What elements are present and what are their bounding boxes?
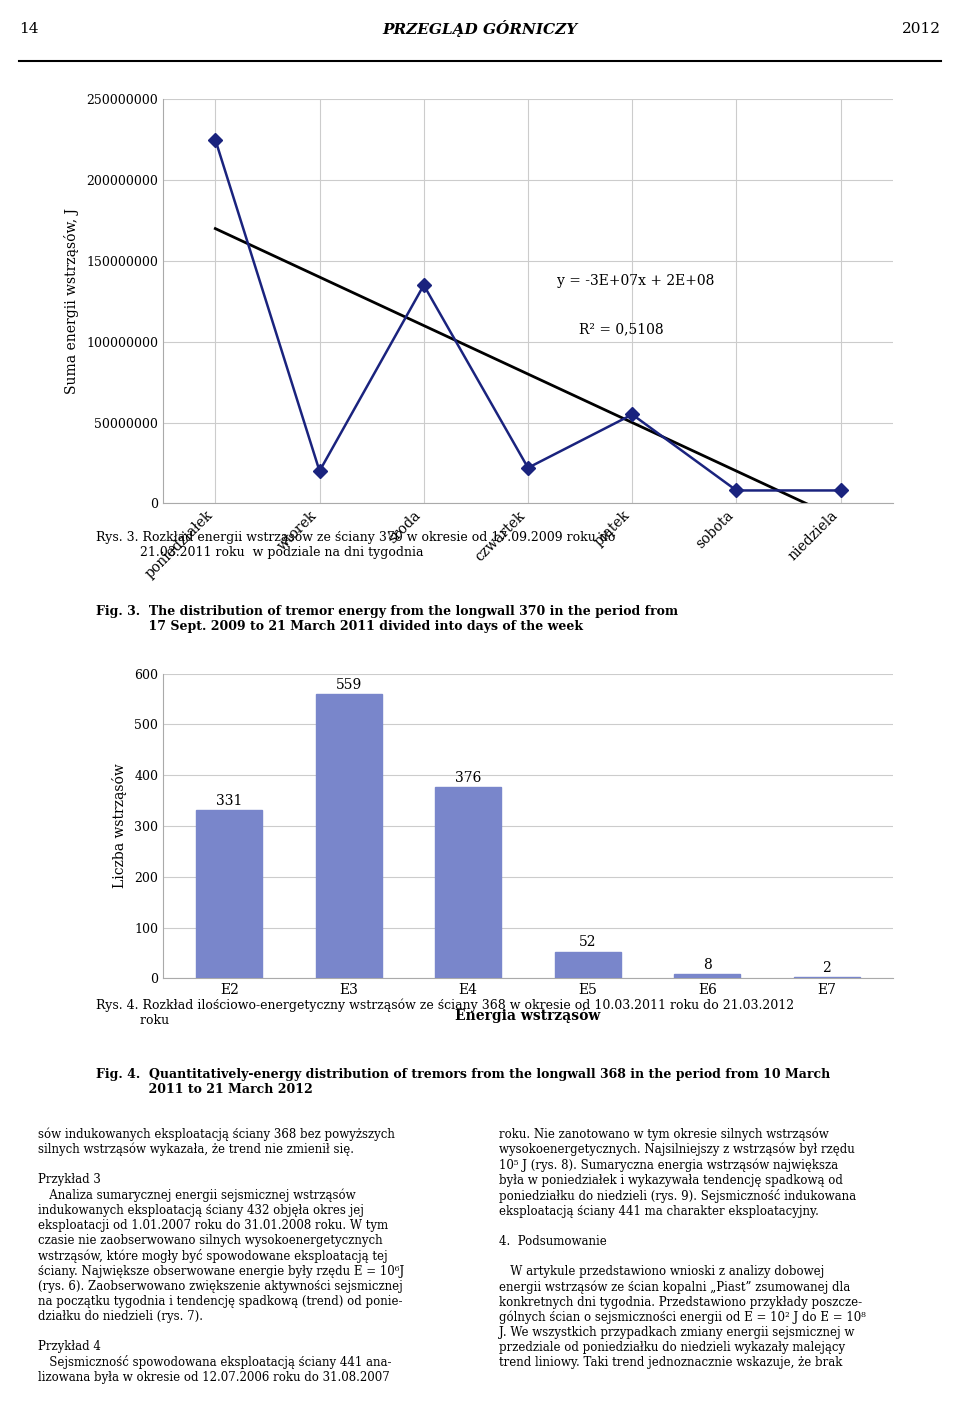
Text: 2012: 2012 (901, 21, 941, 35)
Text: 8: 8 (703, 957, 711, 971)
Text: 559: 559 (336, 678, 362, 692)
Text: 52: 52 (579, 936, 596, 950)
Y-axis label: Suma energii wstrząsów, J: Suma energii wstrząsów, J (64, 208, 80, 394)
Text: PRZEGLĄD GÓRNICZY: PRZEGLĄD GÓRNICZY (382, 20, 578, 37)
Text: Fig. 3.  The distribution of tremor energy from the longwall 370 in the period f: Fig. 3. The distribution of tremor energ… (96, 604, 678, 632)
Text: y = -3E+07x + 2E+08: y = -3E+07x + 2E+08 (557, 274, 714, 288)
Text: sów indukowanych eksploatacją ściany 368 bez powyższych
silnych wstrząsów wykaza: sów indukowanych eksploatacją ściany 368… (38, 1127, 405, 1384)
Text: Fig. 4.  Quantitatively-energy distribution of tremors from the longwall 368 in : Fig. 4. Quantitatively-energy distributi… (96, 1069, 830, 1096)
Y-axis label: Liczba wstrząsów: Liczba wstrząsów (112, 764, 128, 888)
Bar (197, 810, 262, 978)
Bar (555, 951, 620, 978)
Text: R² = 0,5108: R² = 0,5108 (579, 323, 663, 336)
Text: 331: 331 (216, 794, 243, 808)
Bar (436, 787, 501, 978)
Text: 2: 2 (823, 961, 831, 974)
Bar (316, 695, 382, 978)
Bar (674, 974, 740, 978)
Text: roku. Nie zanotowano w tym okresie silnych wstrząsów
wysokoenergetycznych. Najsi: roku. Nie zanotowano w tym okresie silny… (499, 1127, 866, 1370)
Text: 376: 376 (455, 771, 481, 784)
Text: Rys. 4. Rozkład ilościowo-energetyczny wstrząsów ze ściany 368 w okresie od 10.0: Rys. 4. Rozkład ilościowo-energetyczny w… (96, 998, 794, 1027)
X-axis label: Energia wstrząsów: Energia wstrząsów (455, 1008, 601, 1024)
Text: 14: 14 (19, 21, 38, 35)
Text: Rys. 3. Rozkład energii wstrząsów ze ściany 370 w okresie od 17.09.2009 roku do
: Rys. 3. Rozkład energii wstrząsów ze ści… (96, 530, 615, 559)
